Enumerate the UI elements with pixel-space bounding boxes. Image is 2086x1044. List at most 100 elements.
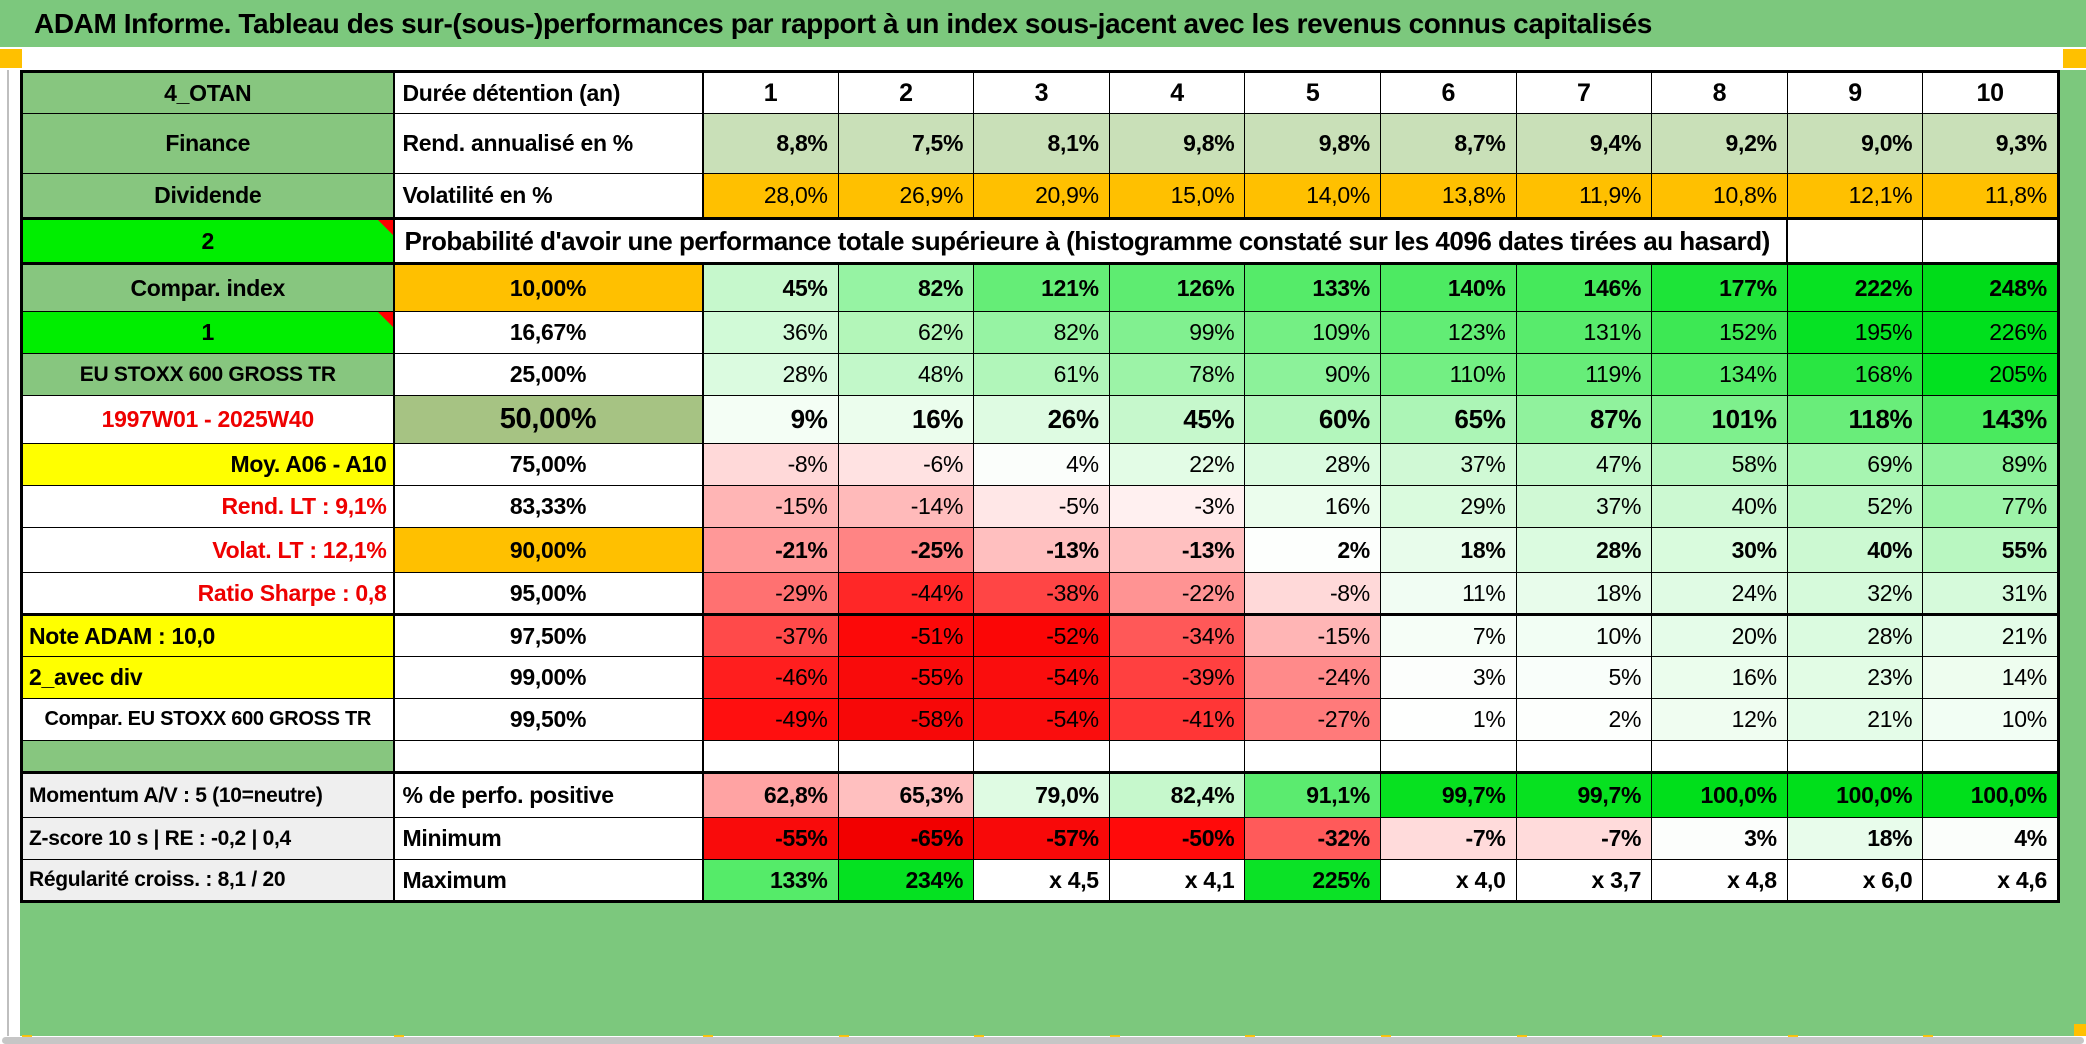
data-cell[interactable]: -54% [973,698,1110,741]
data-cell[interactable]: 28% [701,353,839,396]
data-cell[interactable]: 99,7% [1515,771,1653,818]
data-cell[interactable]: 134% [1651,353,1788,396]
data-cell[interactable]: 18% [1786,817,1924,860]
row-label-cell[interactable]: Z-score 10 s | RE : -0,2 | 0,4 [21,817,394,860]
data-cell[interactable]: -49% [701,698,839,741]
data-cell[interactable]: 248% [1922,263,2059,312]
data-cell[interactable]: 140% [1379,263,1517,312]
probability-banner-cell[interactable]: Probabilité d'avoir une performance tota… [392,218,1788,265]
data-cell[interactable]: -21% [701,527,839,573]
row-label-cell[interactable]: 4_OTAN [21,71,394,114]
data-cell[interactable]: 18% [1379,527,1517,573]
data-cell[interactable]: 77% [1922,485,2059,528]
metric-cell[interactable]: 95,00% [392,572,703,616]
data-cell[interactable]: 146% [1515,263,1653,312]
metric-cell[interactable]: 83,33% [392,485,703,528]
data-cell[interactable]: -5% [973,485,1110,528]
empty-cell[interactable] [701,740,839,773]
data-cell[interactable]: -51% [837,614,975,657]
data-cell[interactable]: 16% [1651,656,1788,699]
data-cell[interactable]: 5 [1244,71,1381,114]
data-cell[interactable]: 10 [1922,71,2059,114]
data-cell[interactable]: 6 [1379,71,1517,114]
row-label-cell[interactable]: Note ADAM : 10,0 [21,614,394,657]
data-cell[interactable]: 28% [1515,527,1653,573]
data-cell[interactable]: 10% [1515,614,1653,657]
row-label-cell[interactable]: Moy. A06 - A10 [21,443,394,486]
data-cell[interactable]: -65% [837,817,975,860]
data-cell[interactable]: -29% [701,572,839,616]
metric-cell[interactable]: Maximum [392,859,703,902]
metric-cell[interactable]: 90,00% [392,527,703,573]
data-cell[interactable]: 14,0% [1244,173,1381,220]
data-cell[interactable]: -27% [1244,698,1381,741]
data-cell[interactable]: 119% [1515,353,1653,396]
empty-cell[interactable] [1922,740,2059,773]
data-cell[interactable]: 47% [1515,443,1653,486]
data-cell[interactable]: 99,7% [1379,771,1517,818]
data-cell[interactable]: 9 [1786,71,1924,114]
data-cell[interactable]: 37% [1515,485,1653,528]
data-cell[interactable]: 29% [1379,485,1517,528]
data-cell[interactable]: -25% [837,527,975,573]
data-cell[interactable]: -54% [973,656,1110,699]
data-cell[interactable]: 62% [837,311,975,354]
metric-cell[interactable]: 25,00% [392,353,703,396]
data-cell[interactable]: x 4,1 [1108,859,1246,902]
data-cell[interactable]: x 6,0 [1786,859,1924,902]
data-cell[interactable]: 9,8% [1244,113,1381,174]
data-cell[interactable]: 1% [1379,698,1517,741]
data-cell[interactable]: -7% [1515,817,1653,860]
data-cell[interactable]: 89% [1922,443,2059,486]
empty-cell[interactable] [1108,740,1245,773]
data-cell[interactable]: -37% [701,614,839,657]
data-cell[interactable]: 109% [1244,311,1381,354]
row-label-cell[interactable]: Momentum A/V : 5 (10=neutre) [21,771,394,818]
empty-cell[interactable] [1244,740,1381,773]
data-cell[interactable]: 9,2% [1651,113,1788,174]
data-cell[interactable]: -32% [1244,817,1381,860]
data-cell[interactable]: 65,3% [837,771,975,818]
data-cell[interactable]: 8,7% [1379,113,1517,174]
data-cell[interactable]: 2% [1244,527,1381,573]
metric-cell[interactable]: Durée détention (an) [392,71,703,114]
data-cell[interactable]: 5% [1515,656,1653,699]
data-cell[interactable]: -13% [973,527,1110,573]
data-cell[interactable]: 60% [1244,395,1381,444]
data-cell[interactable]: 11,9% [1515,173,1653,220]
data-cell[interactable]: -14% [837,485,975,528]
data-cell[interactable]: 100,0% [1922,771,2059,818]
data-cell[interactable]: 14% [1922,656,2059,699]
metric-cell[interactable]: Rend. annualisé en % [392,113,703,174]
data-cell[interactable]: 100,0% [1651,771,1788,818]
row-label-cell[interactable]: Ratio Sharpe : 0,8 [21,572,394,616]
data-cell[interactable]: 16% [837,395,975,444]
data-cell[interactable]: 79,0% [973,771,1110,818]
data-cell[interactable]: 82% [973,311,1110,354]
data-cell[interactable]: 4% [1922,817,2059,860]
horizontal-scrollbar[interactable] [2,1037,2084,1044]
data-cell[interactable]: 168% [1786,353,1924,396]
data-cell[interactable]: 10,8% [1651,173,1788,220]
data-cell[interactable]: 7% [1379,614,1517,657]
data-cell[interactable]: 45% [701,263,839,312]
data-cell[interactable]: 123% [1379,311,1517,354]
metric-cell[interactable]: 10,00% [392,263,703,312]
empty-cell[interactable] [973,740,1110,773]
data-cell[interactable]: -15% [1244,614,1381,657]
data-cell[interactable]: 3% [1379,656,1517,699]
data-cell[interactable]: x 3,7 [1515,859,1653,902]
data-cell[interactable]: 20,9% [973,173,1110,220]
data-cell[interactable]: x 4,0 [1379,859,1517,902]
row-label-cell[interactable]: Compar. index [21,263,394,312]
empty-cell[interactable] [1651,740,1788,773]
data-cell[interactable]: -3% [1108,485,1246,528]
data-cell[interactable]: -24% [1244,656,1381,699]
data-cell[interactable]: 121% [973,263,1110,312]
row-label-cell[interactable]: Rend. LT : 9,1% [21,485,394,528]
data-cell[interactable]: 133% [1244,263,1381,312]
empty-cell[interactable] [1922,218,2059,265]
data-cell[interactable]: -57% [973,817,1110,860]
data-cell[interactable]: 101% [1651,395,1788,444]
metric-cell[interactable]: 99,50% [392,698,703,741]
